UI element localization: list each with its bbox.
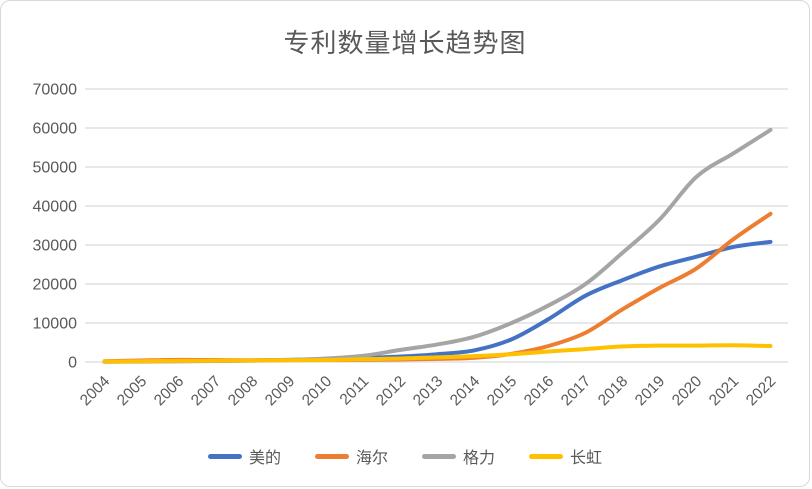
x-axis-tick-label: 2019 — [632, 373, 668, 409]
legend-swatch-icon — [529, 453, 564, 459]
x-axis-tick-label: 2017 — [558, 373, 594, 409]
y-axis-tick-label: 70000 — [33, 82, 78, 99]
x-axis-tick-label: 2011 — [337, 373, 373, 409]
x-axis-tick-label: 2007 — [188, 373, 224, 409]
x-axis-tick-label: 2018 — [595, 373, 631, 409]
series-line-3 — [102, 343, 773, 364]
x-axis-tick-label: 2012 — [373, 373, 409, 409]
x-axis-tick-label: 2005 — [114, 373, 150, 409]
y-axis-tick-label: 30000 — [33, 238, 78, 255]
x-axis-tick-label: 2009 — [262, 373, 298, 409]
x-axis-tick-label: 2004 — [77, 373, 114, 410]
chart-legend: 美的 海尔 格力 长虹 — [1, 444, 809, 468]
legend-swatch-icon — [422, 453, 456, 459]
legend-swatch-icon — [207, 453, 242, 459]
series-line-2 — [102, 127, 773, 364]
x-axis-tick-label: 2016 — [521, 373, 557, 409]
legend-item-1: 海尔 — [314, 444, 388, 468]
legend-item-3: 长虹 — [529, 444, 602, 468]
legend-item-2: 格力 — [422, 444, 495, 468]
legend-item-0: 美的 — [207, 444, 281, 468]
x-axis-tick-label: 2015 — [484, 373, 520, 409]
y-axis-tick-label: 40000 — [33, 199, 78, 216]
x-axis-tick-label: 2013 — [410, 373, 446, 409]
legend-label: 格力 — [463, 450, 496, 467]
y-axis-tick-label: 60000 — [33, 121, 78, 138]
x-axis-tick-label: 2006 — [151, 373, 187, 409]
x-axis-tick-label: 2020 — [669, 373, 706, 410]
series-line-1 — [102, 211, 773, 364]
x-axis-tick-label: 2022 — [743, 373, 779, 409]
y-axis-tick-label: 10000 — [33, 316, 78, 333]
y-axis-tick-label: 0 — [68, 355, 77, 372]
legend-label: 美的 — [248, 450, 281, 467]
x-axis-tick-label: 2010 — [299, 373, 336, 410]
y-axis-tick-label: 20000 — [33, 277, 78, 294]
legend-label: 海尔 — [355, 450, 388, 467]
legend-label: 长虹 — [570, 450, 603, 467]
x-axis-tick-label: 2014 — [447, 373, 484, 410]
legend-swatch-icon — [314, 453, 349, 459]
x-axis-tick-label: 2021 — [706, 373, 742, 409]
x-axis-tick-label: 2008 — [225, 373, 261, 409]
y-axis-tick-label: 50000 — [33, 160, 78, 177]
